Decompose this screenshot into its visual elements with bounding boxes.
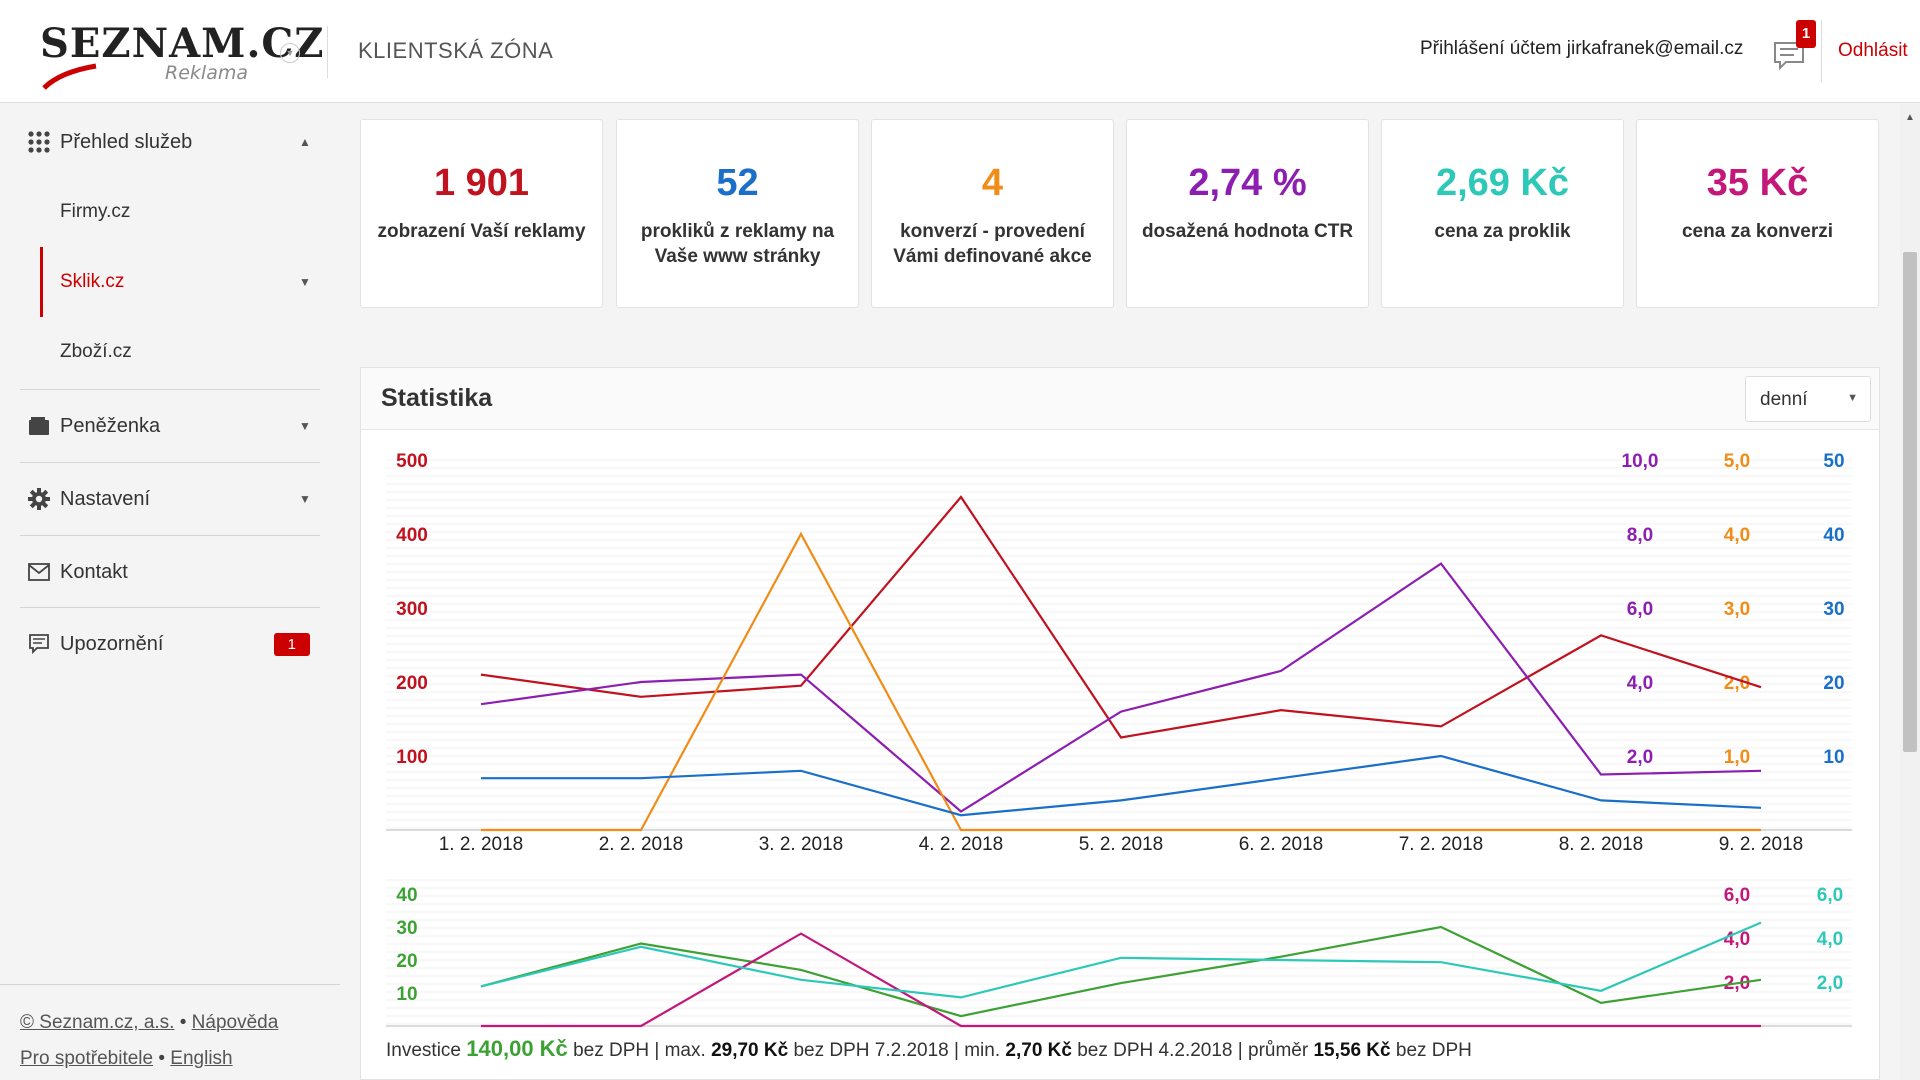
footer-separator: • bbox=[158, 1048, 166, 1069]
avg-value: 15,56 Kč bbox=[1313, 1040, 1391, 1061]
investment-summary: Investice 140,00 Kč bez DPH | max. 29,70… bbox=[386, 1036, 1472, 1062]
consumers-link[interactable]: Pro spotřebitele bbox=[20, 1048, 154, 1069]
chevron-down-icon: ▼ bbox=[299, 419, 311, 433]
stat-value: 2,74 % bbox=[1188, 162, 1307, 204]
sidebar-item-settings[interactable]: Nastavení ▼ bbox=[20, 463, 320, 535]
statistics-panel: Statistika denní ▼ bbox=[360, 367, 1880, 1080]
stat-value: 1 901 bbox=[433, 162, 530, 204]
header: SEZNAM.CZ Reklama ▼ KLIENTSKÁ ZÓNA Přihl… bbox=[0, 0, 1920, 103]
sidebar-item-services-overview[interactable]: Přehled služeb ▲ bbox=[20, 106, 320, 178]
sidebar-subitem-label: Zboží.cz bbox=[60, 341, 132, 362]
invest-label: Investice bbox=[386, 1040, 461, 1061]
min-date: bez DPH 4.2.2018 bbox=[1077, 1040, 1233, 1061]
messages-badge: 1 bbox=[1796, 20, 1816, 48]
stat-card-cpc: 2,69 Kč cena za proklik bbox=[1381, 119, 1624, 308]
chevron-down-icon: ▼ bbox=[1847, 392, 1858, 404]
min-value: 2,70 Kč bbox=[1005, 1040, 1072, 1061]
max-value: 29,70 Kč bbox=[711, 1040, 789, 1061]
min-label: | min. bbox=[954, 1040, 1001, 1061]
stat-card-impressions: 1 901 zobrazení Vaší reklamy bbox=[360, 119, 603, 308]
message-icon bbox=[20, 633, 60, 655]
alerts-count-badge: 1 bbox=[273, 632, 310, 656]
sidebar-subitem-label: Firmy.cz bbox=[60, 201, 131, 222]
sidebar-item-label: Upozornění bbox=[60, 632, 164, 655]
services-dropdown-icon[interactable]: ▼ bbox=[280, 43, 300, 63]
avg-label: | průměr bbox=[1237, 1040, 1309, 1061]
stat-card-cpa: 35 Kč cena za konverzi bbox=[1636, 119, 1879, 308]
max-label: | max. bbox=[654, 1040, 706, 1061]
sidebar-item-alerts[interactable]: Upozornění 1 bbox=[20, 608, 320, 680]
invest-vat: bez DPH bbox=[573, 1040, 650, 1061]
stat-card-conversions: 4 konverzí - provedení Vámi definované a… bbox=[871, 119, 1114, 308]
envelope-icon bbox=[20, 563, 60, 581]
stat-description: cena za proklik bbox=[1434, 221, 1571, 242]
stat-value: 2,69 Kč bbox=[1435, 162, 1570, 204]
max-date: bez DPH 7.2.2018 bbox=[793, 1040, 949, 1061]
stat-value: 4 bbox=[981, 162, 1004, 204]
sidebar-divider bbox=[20, 389, 320, 390]
sidebar-item-label: Peněženka bbox=[60, 414, 161, 437]
sidebar-item-contact[interactable]: Kontakt bbox=[20, 536, 320, 608]
period-select[interactable]: denní ▼ bbox=[1745, 376, 1871, 422]
stat-description: dosažená hodnota CTR bbox=[1141, 221, 1354, 242]
sidebar-item-wallet[interactable]: Peněženka ▼ bbox=[20, 390, 320, 462]
gear-icon bbox=[20, 488, 60, 510]
sidebar-item-label: Přehled služeb bbox=[60, 130, 193, 153]
english-link[interactable]: English bbox=[170, 1048, 233, 1069]
sidebar-subitem-sklik[interactable]: Sklik.cz ▼ bbox=[40, 247, 320, 317]
stat-description: zobrazení Vaší reklamy bbox=[377, 221, 586, 242]
avg-vat: bez DPH bbox=[1395, 1040, 1472, 1061]
header-divider bbox=[1821, 20, 1822, 82]
panel-title: Statistika bbox=[381, 384, 493, 412]
sidebar-subitem-firmy[interactable]: Firmy.cz bbox=[40, 177, 320, 247]
sidebar-subitem-zbozi[interactable]: Zboží.cz bbox=[40, 317, 320, 387]
page-scrollbar[interactable]: ▲ bbox=[1900, 104, 1920, 1080]
zone-title: KLIENTSKÁ ZÓNA bbox=[358, 38, 554, 63]
logo-text: SEZNAM.CZ bbox=[40, 20, 325, 67]
scroll-up-arrow-icon[interactable]: ▲ bbox=[1905, 112, 1915, 123]
invest-value: 140,00 Kč bbox=[466, 1036, 568, 1061]
seznam-reklama-logo[interactable]: SEZNAM.CZ Reklama bbox=[40, 18, 323, 90]
stat-value: 52 bbox=[716, 162, 759, 204]
sidebar-item-label: Nastavení bbox=[60, 487, 151, 510]
sidebar-divider bbox=[20, 607, 320, 608]
stat-description: prokliků z reklamy na Vaše www stránky bbox=[640, 221, 835, 267]
logo-swoosh-icon bbox=[42, 63, 97, 90]
logo-subtitle: Reklama bbox=[165, 62, 248, 84]
sidebar-divider bbox=[20, 535, 320, 536]
user-login-info: Přihlášení účtem jirkafranek@email.cz bbox=[1420, 38, 1744, 59]
sidebar-item-label: Kontakt bbox=[60, 560, 128, 583]
copyright-link[interactable]: © Seznam.cz, a.s. bbox=[20, 1012, 175, 1033]
footer-separator: • bbox=[179, 1012, 187, 1033]
sidebar-footer: © Seznam.cz, a.s. • Nápověda Pro spotřeb… bbox=[0, 984, 340, 1080]
chevron-up-icon: ▲ bbox=[299, 135, 311, 149]
sidebar: Přehled služeb ▲ Firmy.cz Sklik.cz ▼ Zbo… bbox=[0, 104, 340, 1080]
stat-description: cena za konverzi bbox=[1681, 221, 1834, 242]
panel-header: Statistika denní ▼ bbox=[361, 368, 1879, 430]
sidebar-subitem-label: Sklik.cz bbox=[60, 271, 125, 292]
chevron-down-icon: ▼ bbox=[299, 275, 311, 289]
scrollbar-thumb[interactable] bbox=[1903, 252, 1917, 752]
wallet-icon bbox=[20, 415, 60, 437]
header-divider bbox=[327, 26, 328, 78]
period-select-value: denní bbox=[1760, 389, 1808, 410]
stat-description: konverzí - provedení Vámi definované akc… bbox=[893, 221, 1092, 267]
grid-icon bbox=[20, 131, 60, 153]
stat-card-clicks: 52 prokliků z reklamy na Vaše www stránk… bbox=[616, 119, 859, 308]
logout-link[interactable]: Odhlásit bbox=[1838, 40, 1908, 61]
stat-card-ctr: 2,74 % dosažená hodnota CTR bbox=[1126, 119, 1369, 308]
help-link[interactable]: Nápověda bbox=[191, 1012, 279, 1033]
stat-value: 35 Kč bbox=[1706, 162, 1809, 204]
chevron-down-icon: ▼ bbox=[299, 492, 311, 506]
sidebar-divider bbox=[20, 462, 320, 463]
